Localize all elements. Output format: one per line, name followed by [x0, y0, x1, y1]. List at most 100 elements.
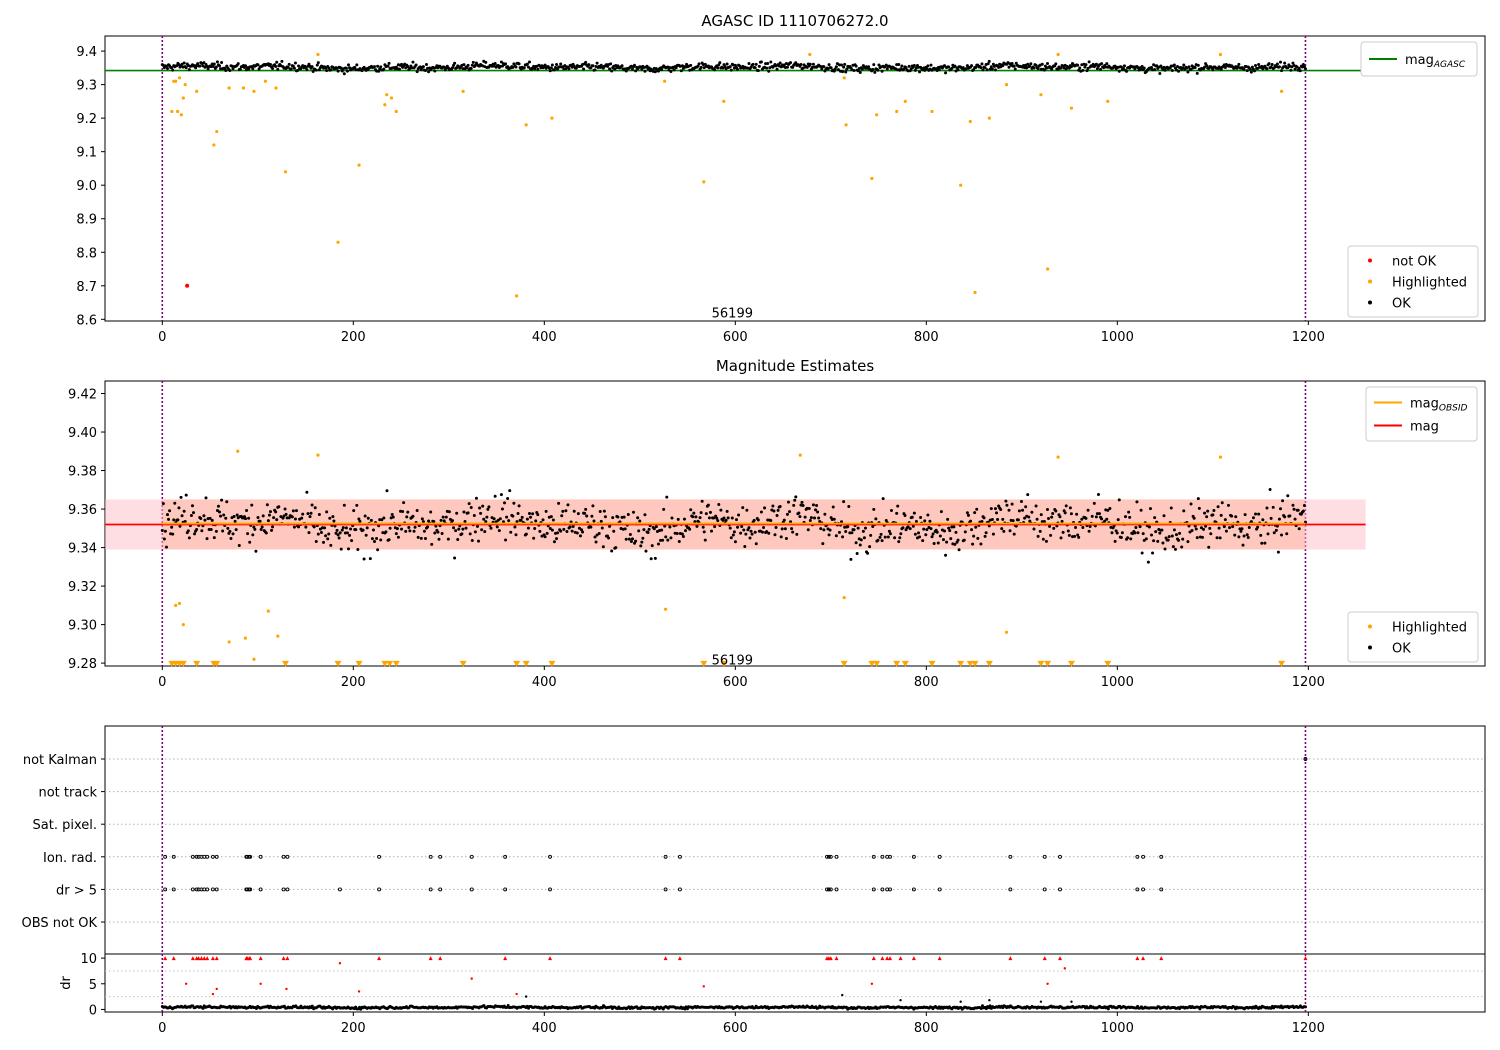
data-point-ok — [641, 536, 645, 540]
flag-marker — [205, 887, 210, 892]
data-point-highlighted — [241, 86, 246, 90]
data-point-ok — [1177, 538, 1181, 542]
data-point-dr-capped — [663, 956, 668, 961]
data-point-ok — [1152, 539, 1156, 543]
data-point-offscale — [459, 660, 467, 667]
data-point-ok — [526, 65, 530, 69]
data-point-ok — [1142, 66, 1146, 70]
data-point-ok — [1011, 519, 1015, 523]
data-point-ok — [1246, 536, 1250, 540]
data-point-ok — [1249, 70, 1253, 74]
data-point-highlighted — [959, 183, 963, 187]
x-tick-label: 0 — [158, 1021, 166, 1036]
data-point-ok — [1039, 67, 1043, 71]
data-point-ok — [1212, 508, 1216, 512]
data-point-ok — [742, 528, 746, 532]
data-point-ok — [1226, 503, 1230, 507]
data-point-ok — [225, 500, 229, 504]
data-point-ok — [593, 535, 597, 539]
x-tick-label: 800 — [914, 675, 939, 690]
data-point-ok — [831, 505, 835, 509]
data-point-ok — [1117, 69, 1121, 73]
data-point-ok — [172, 518, 176, 522]
data-point-ok — [1139, 508, 1143, 512]
data-point-ok — [1254, 512, 1258, 516]
data-point-ok — [860, 67, 864, 71]
flag-marker — [871, 887, 876, 892]
data-point-ok — [702, 530, 706, 534]
data-point-ok — [1182, 63, 1186, 67]
data-point-ok — [472, 514, 476, 518]
data-point-highlighted — [842, 76, 846, 80]
data-point-highlighted — [722, 99, 726, 103]
data-point-ok — [1289, 68, 1293, 72]
data-point-dr-capped — [428, 956, 433, 961]
data-point-ok — [664, 535, 668, 539]
data-point-ok — [525, 517, 529, 521]
data-point-ok — [772, 509, 776, 513]
data-point-ok — [210, 62, 214, 66]
y-tick-label: 8.9 — [76, 213, 97, 228]
data-point-ok — [166, 67, 170, 71]
data-point-ok — [1002, 529, 1006, 533]
data-point-ok — [419, 68, 423, 72]
data-point-ok — [822, 65, 826, 69]
data-point-ok — [919, 516, 923, 520]
data-point-ok — [624, 537, 628, 541]
data-point-ok — [1038, 529, 1042, 533]
data-point-ok — [877, 63, 881, 67]
data-point-offscale — [548, 660, 556, 667]
data-point-ok — [1207, 545, 1211, 549]
data-point-ok — [634, 69, 638, 73]
data-point-ok — [193, 532, 197, 536]
data-point-ok — [1016, 518, 1020, 522]
data-point-ok — [436, 530, 440, 534]
data-point-ok — [256, 63, 260, 67]
data-point-ok — [963, 530, 967, 534]
data-point-ok — [983, 66, 987, 70]
data-point-ok — [1170, 534, 1174, 538]
data-point-ok — [582, 67, 586, 71]
data-point-dr-capped — [1141, 956, 1146, 961]
data-point-ok — [769, 60, 773, 64]
data-point-ok — [701, 525, 705, 529]
legend-entry-label: mag — [1410, 420, 1439, 435]
data-point-ok — [1292, 507, 1296, 511]
data-point-ok — [184, 493, 188, 497]
data-point-ok — [576, 512, 580, 516]
data-point-ok — [745, 508, 749, 512]
data-point-dr-capped — [548, 956, 553, 961]
data-point-ok — [1007, 65, 1011, 69]
data-point-ok — [1059, 66, 1063, 70]
data-point-ok — [1263, 541, 1267, 545]
data-point-dr-capped — [281, 956, 286, 961]
data-point-ok — [623, 527, 627, 531]
data-point-ok — [953, 64, 957, 68]
data-point-ok — [897, 62, 901, 66]
data-point-ok — [462, 510, 466, 514]
data-point-ok — [274, 64, 278, 68]
data-point-highlighted — [524, 123, 528, 127]
data-point-ok — [858, 543, 862, 547]
data-point-ok — [986, 62, 990, 66]
data-point-ok — [598, 510, 602, 514]
data-point-ok — [1076, 533, 1080, 537]
data-point-ok — [1224, 529, 1228, 533]
data-point-offscale — [700, 660, 708, 667]
data-point-ok — [548, 69, 552, 73]
data-point-ok — [953, 542, 957, 546]
data-point-ok — [564, 509, 568, 513]
axes-frame — [104, 380, 1486, 667]
data-point-ok — [844, 70, 848, 74]
data-point-ok — [426, 525, 430, 529]
y-tick-label: 8.8 — [76, 246, 97, 261]
data-point-ok — [211, 64, 215, 68]
data-point-ok — [1195, 71, 1199, 75]
data-point-ok — [873, 70, 877, 74]
data-point-ok — [798, 515, 802, 519]
data-point-ok — [897, 540, 901, 544]
data-point-highlighted — [274, 86, 278, 90]
data-point-dr-capped — [202, 956, 207, 961]
data-point-ok — [923, 519, 927, 523]
data-point-dr-high — [470, 977, 473, 980]
